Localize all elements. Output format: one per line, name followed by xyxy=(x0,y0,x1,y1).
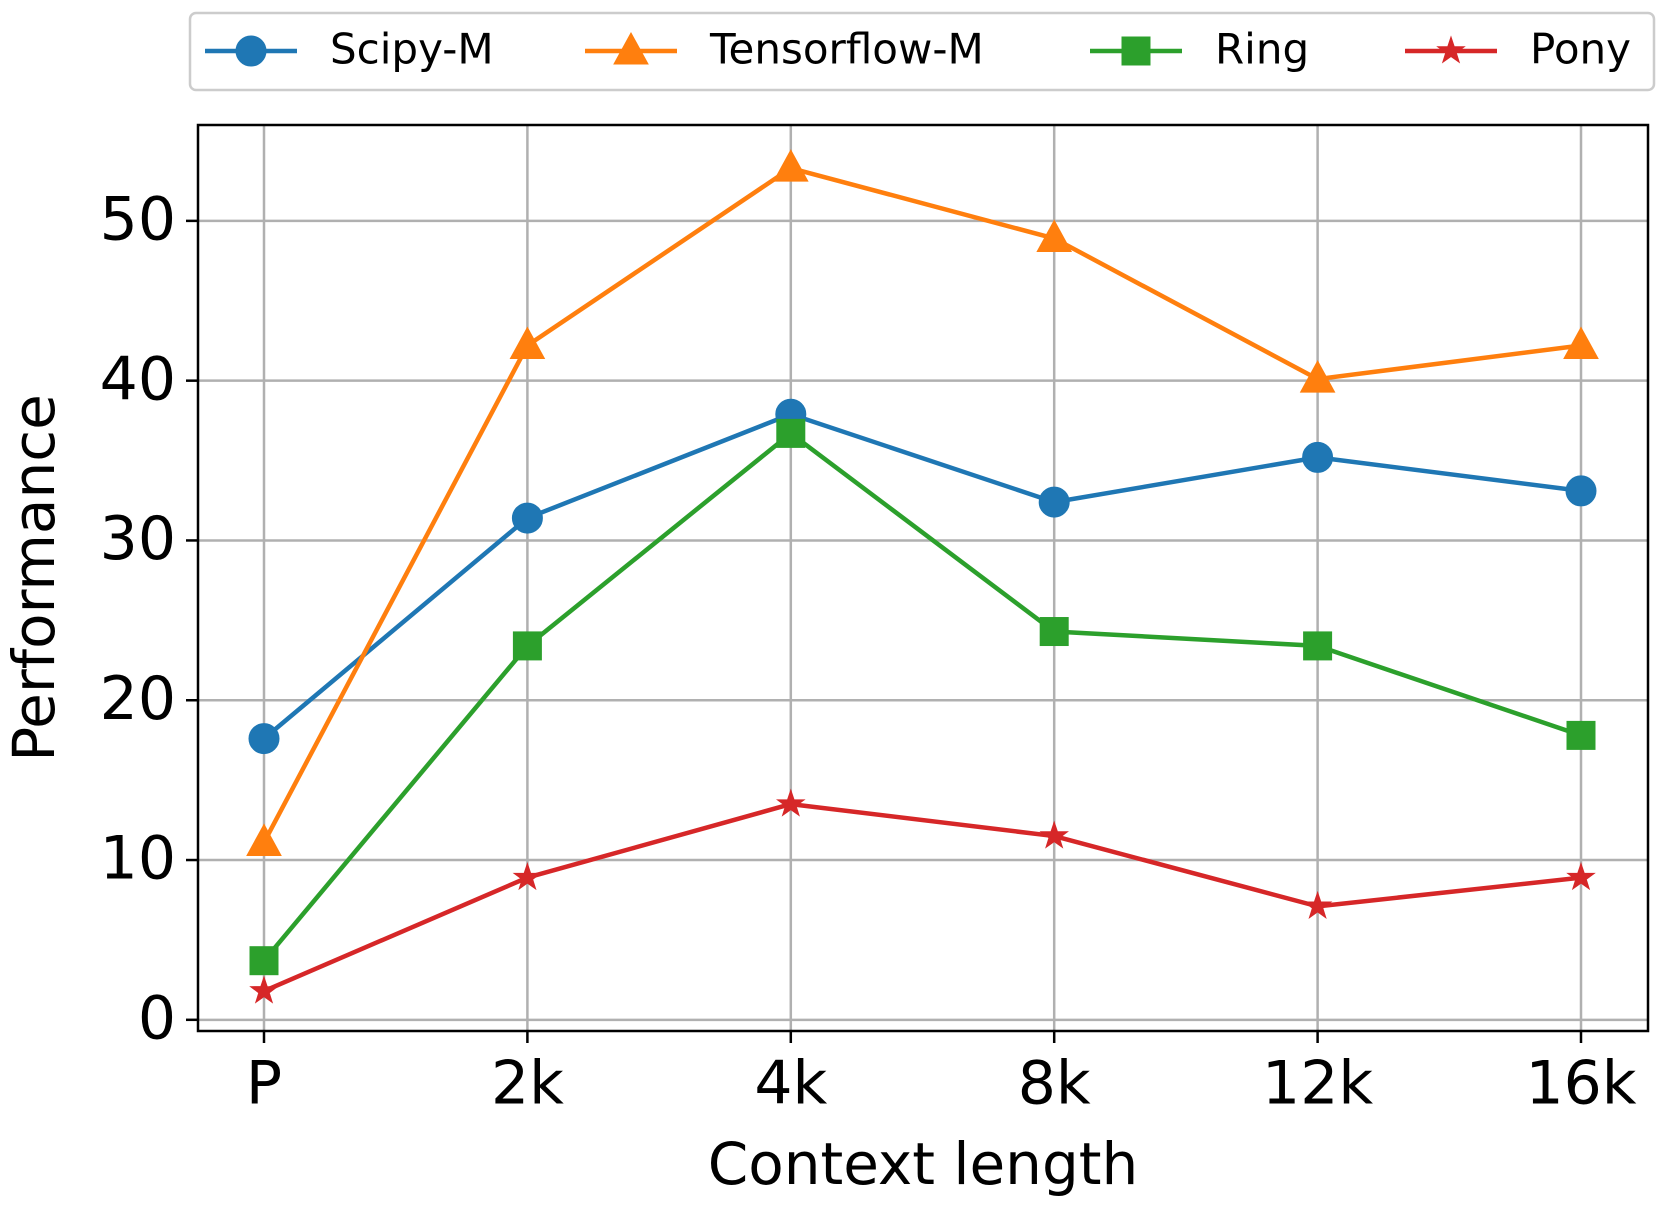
y-axis-label: Performance xyxy=(0,394,68,762)
point xyxy=(512,631,542,661)
legend-label: Scipy-M xyxy=(330,25,494,74)
legend-marker xyxy=(235,35,267,67)
point xyxy=(1299,360,1336,393)
series-line xyxy=(263,801,1582,994)
point xyxy=(1566,862,1596,891)
series-line xyxy=(262,165,1582,844)
legend-marker xyxy=(1121,36,1151,66)
point xyxy=(1302,890,1333,919)
point xyxy=(1563,326,1599,360)
y-tick-label: 30 xyxy=(100,504,176,574)
y-tick-label: 20 xyxy=(100,664,176,734)
point xyxy=(776,788,806,817)
point xyxy=(1038,486,1070,518)
point xyxy=(511,502,543,534)
y-tick-label: 50 xyxy=(100,184,176,254)
point xyxy=(776,418,806,448)
legend-marker xyxy=(1436,35,1466,64)
x-tick-label: 16k xyxy=(1525,1049,1636,1119)
series-line xyxy=(262,431,1582,963)
x-tick-label: P xyxy=(246,1049,282,1119)
point xyxy=(248,723,280,755)
y-tick-label: 10 xyxy=(100,824,176,894)
series-line xyxy=(262,411,1582,741)
y-tick-label: 40 xyxy=(100,344,176,414)
point xyxy=(1565,475,1597,507)
x-tick-label: 12k xyxy=(1262,1049,1373,1119)
point xyxy=(1039,617,1069,647)
point xyxy=(1036,219,1073,252)
point xyxy=(249,975,279,1004)
legend-label: Ring xyxy=(1215,25,1309,74)
x-tick-label: 2k xyxy=(491,1049,564,1119)
point xyxy=(772,149,809,182)
point xyxy=(1302,441,1334,473)
x-axis-label: Context length xyxy=(708,1130,1139,1198)
point xyxy=(249,946,279,976)
plot-frame xyxy=(196,123,1650,1033)
point xyxy=(512,862,543,891)
legend-label: Pony xyxy=(1530,25,1631,74)
legend-box xyxy=(188,11,1656,92)
point xyxy=(246,823,282,856)
x-tick-label: 8k xyxy=(1018,1049,1091,1119)
legend-marker xyxy=(613,31,649,65)
point xyxy=(509,326,546,360)
point xyxy=(1039,820,1069,849)
point xyxy=(1566,720,1596,750)
legend-label: Tensorflow-M xyxy=(709,25,984,74)
x-tick-label: 4k xyxy=(754,1049,827,1119)
point xyxy=(1303,631,1333,661)
y-tick-label: 0 xyxy=(138,983,176,1053)
